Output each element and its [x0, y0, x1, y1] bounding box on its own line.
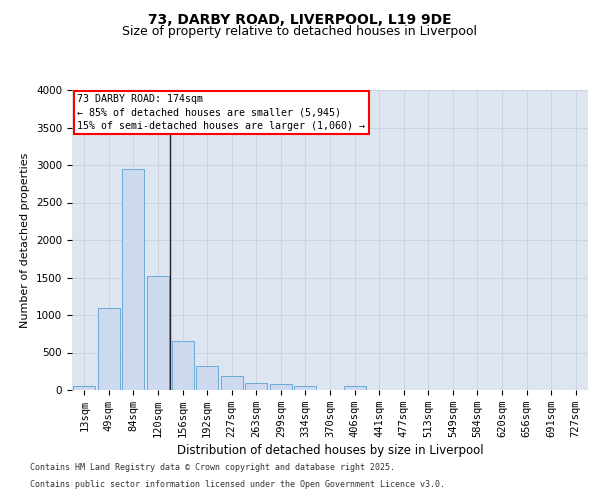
Bar [270, 384, 292, 390]
Bar [221, 376, 243, 390]
Text: Contains HM Land Registry data © Crown copyright and database right 2025.: Contains HM Land Registry data © Crown c… [30, 464, 395, 472]
X-axis label: Distribution of detached houses by size in Liverpool: Distribution of detached houses by size … [176, 444, 484, 457]
Text: 73 DARBY ROAD: 174sqm
← 85% of detached houses are smaller (5,945)
15% of semi-d: 73 DARBY ROAD: 174sqm ← 85% of detached … [77, 94, 365, 131]
Text: 73, DARBY ROAD, LIVERPOOL, L19 9DE: 73, DARBY ROAD, LIVERPOOL, L19 9DE [148, 12, 452, 26]
Y-axis label: Number of detached properties: Number of detached properties [20, 152, 31, 328]
Bar [196, 366, 218, 390]
Bar [122, 169, 145, 390]
Text: Contains public sector information licensed under the Open Government Licence v3: Contains public sector information licen… [30, 480, 445, 489]
Bar [344, 386, 365, 390]
Bar [172, 341, 194, 390]
Bar [73, 386, 95, 390]
Bar [98, 308, 120, 390]
Text: Size of property relative to detached houses in Liverpool: Size of property relative to detached ho… [122, 25, 478, 38]
Bar [147, 276, 169, 390]
Bar [295, 386, 316, 390]
Bar [245, 383, 268, 390]
